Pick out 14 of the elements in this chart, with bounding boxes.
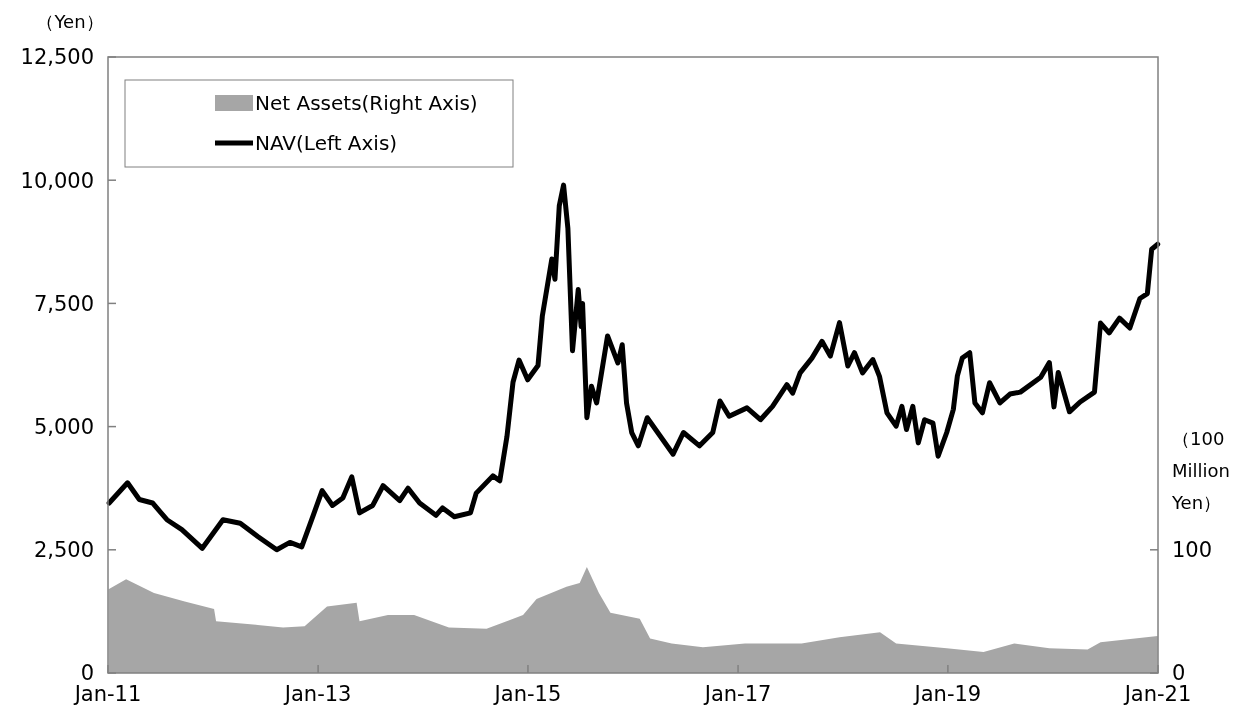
x-tick-label: Jan-15	[492, 682, 562, 706]
x-tick-label: Jan-13	[282, 682, 352, 706]
y2-axis-title: （100 Million Yen）	[1171, 428, 1230, 513]
y-tick-label: 12,500	[20, 45, 94, 70]
legend-label: NAV(Left Axis)	[255, 131, 398, 155]
y-tick-label: 2,500	[33, 538, 94, 563]
x-tick-label: Jan-17	[702, 682, 772, 706]
legend-label: Net Assets(Right Axis)	[255, 91, 478, 115]
x-tick-label: Jan-19	[912, 682, 982, 706]
y-axis-title: （Yen）	[36, 11, 104, 32]
y2-tick-label: 100	[1172, 538, 1213, 563]
y-tick-label: 5,000	[33, 414, 94, 439]
y-tick-label: 7,500	[33, 291, 94, 316]
y-tick-label: 10,000	[20, 168, 94, 193]
